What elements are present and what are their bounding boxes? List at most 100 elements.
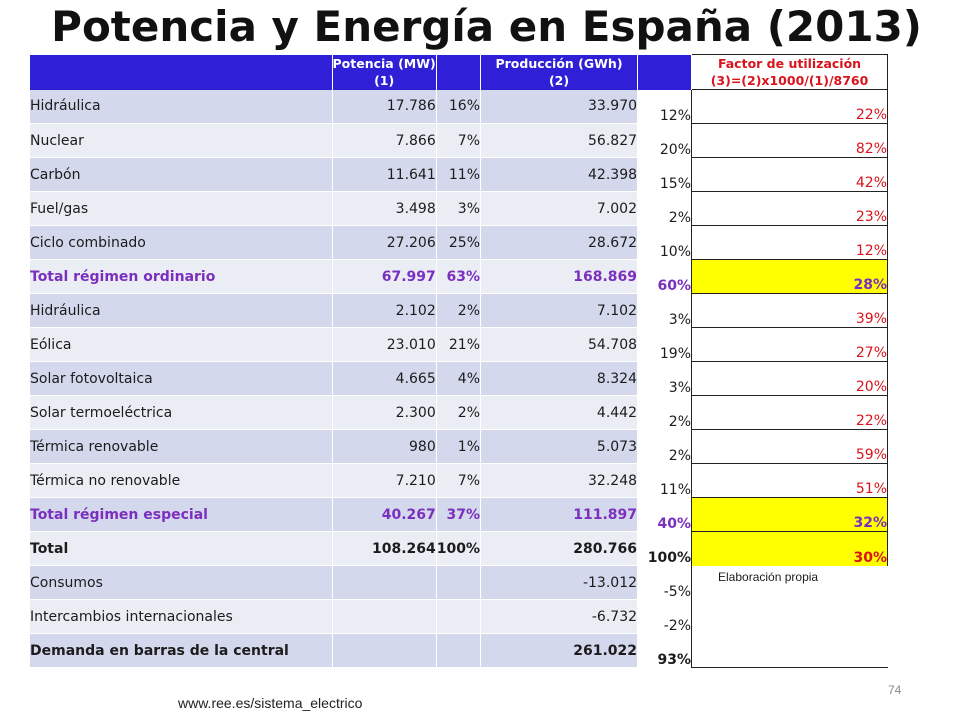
row-potencia-mw: 11.641 xyxy=(332,157,437,192)
table-row: Nuclear 7.866 7% 56.827 20% 82% xyxy=(30,123,889,158)
row-factor-utilizacion: 30% xyxy=(691,531,889,566)
row-potencia-mw: 108.264 xyxy=(332,531,437,566)
header-factor-line2: (3)=(2)x1000/(1)/8760 xyxy=(710,73,869,88)
table-row: Fuel/gas 3.498 3% 7.002 2% 23% xyxy=(30,191,889,226)
row-factor-utilizacion: 27% xyxy=(691,327,889,362)
row-potencia-mw: 7.210 xyxy=(332,463,437,498)
row-produccion-gwh: 32.248 xyxy=(480,463,639,498)
row-produccion-pct: 2% xyxy=(637,429,692,464)
table-row: Térmica renovable 980 1% 5.073 2% 59% xyxy=(30,429,889,464)
row-produccion-gwh: 56.827 xyxy=(480,123,639,158)
table-row: Intercambios internacionales -6.732 -2% xyxy=(30,599,888,634)
row-factor-utilizacion: 59% xyxy=(691,429,889,464)
row-produccion-gwh: 54.708 xyxy=(480,327,639,362)
row-potencia-pct: 2% xyxy=(436,395,482,430)
row-label: Eólica xyxy=(30,327,333,362)
row-factor-utilizacion: 39% xyxy=(691,293,889,328)
row-factor-utilizacion: 32% xyxy=(691,497,889,532)
page-number: 74 xyxy=(888,683,902,697)
table-row: Solar termoeléctrica 2.300 2% 4.442 2% 22% xyxy=(30,395,889,430)
row-factor-utilizacion: 82% xyxy=(691,123,889,158)
table-row: Hidráulica 17.786 16% 33.970 12% 22% xyxy=(30,89,889,124)
row-produccion-pct: 3% xyxy=(637,293,692,328)
row-factor-utilizacion: 28% xyxy=(691,259,889,294)
row-label: Total xyxy=(30,531,333,566)
row-produccion-pct: 3% xyxy=(637,361,692,396)
table-row: Consumos -13.012 -5% Elaboración propia xyxy=(30,565,888,600)
row-potencia-mw xyxy=(332,565,437,600)
header-potencia-line2: (1) xyxy=(374,72,395,88)
row-produccion-gwh: 111.897 xyxy=(480,497,639,532)
row-label: Hidráulica xyxy=(30,293,333,328)
row-produccion-gwh: 280.766 xyxy=(480,531,639,566)
row-produccion-gwh: 261.022 xyxy=(480,633,639,668)
row-label: Total régimen ordinario xyxy=(30,259,333,294)
table-row: Carbón 11.641 11% 42.398 15% 42% xyxy=(30,157,889,192)
row-potencia-mw: 4.665 xyxy=(332,361,437,396)
row-factor-utilizacion: 22% xyxy=(691,89,889,124)
row-potencia-pct xyxy=(436,633,482,668)
note-elaboracion: Elaboración propia xyxy=(691,565,888,600)
row-produccion-gwh: 7.002 xyxy=(480,191,639,226)
empty-note-cell xyxy=(691,633,888,668)
row-produccion-pct: 19% xyxy=(637,327,692,362)
row-label: Ciclo combinado xyxy=(30,225,333,260)
header-potencia-pct xyxy=(436,54,482,90)
row-label: Fuel/gas xyxy=(30,191,333,226)
row-potencia-mw: 7.866 xyxy=(332,123,437,158)
row-produccion-pct: -2% xyxy=(637,599,692,634)
row-potencia-mw: 2.300 xyxy=(332,395,437,430)
row-produccion-pct: -5% xyxy=(637,565,692,600)
row-label: Demanda en barras de la central xyxy=(30,633,333,668)
header-potencia: Potencia (MW) (1) xyxy=(332,54,437,90)
row-label: Consumos xyxy=(30,565,333,600)
row-potencia-pct: 3% xyxy=(436,191,482,226)
table-row: Demanda en barras de la central 261.022 93… xyxy=(30,633,888,668)
row-potencia-mw: 980 xyxy=(332,429,437,464)
row-potencia-pct: 16% xyxy=(436,89,482,124)
row-potencia-pct: 4% xyxy=(436,361,482,396)
row-produccion-gwh: -13.012 xyxy=(480,565,639,600)
row-label: Térmica renovable xyxy=(30,429,333,464)
row-produccion-pct: 93% xyxy=(637,633,692,668)
row-produccion-pct: 60% xyxy=(637,259,692,294)
table-row: Total régimen ordinario 67.997 63% 168.869 6… xyxy=(30,259,889,294)
row-produccion-gwh: 5.073 xyxy=(480,429,639,464)
row-factor-utilizacion: 20% xyxy=(691,361,889,396)
row-label: Carbón xyxy=(30,157,333,192)
row-produccion-gwh: 8.324 xyxy=(480,361,639,396)
row-label: Total régimen especial xyxy=(30,497,333,532)
row-produccion-gwh: 7.102 xyxy=(480,293,639,328)
energy-table: Potencia (MW) (1) Producción (GWh) (2) F… xyxy=(30,54,889,668)
row-potencia-mw xyxy=(332,599,437,634)
row-label: Intercambios internacionales xyxy=(30,599,333,634)
row-potencia-pct: 2% xyxy=(436,293,482,328)
row-produccion-pct: 15% xyxy=(637,157,692,192)
row-label: Nuclear xyxy=(30,123,333,158)
row-produccion-gwh: 4.442 xyxy=(480,395,639,430)
row-factor-utilizacion: 51% xyxy=(691,463,889,498)
row-produccion-gwh: 168.869 xyxy=(480,259,639,294)
row-produccion-gwh: 33.970 xyxy=(480,89,639,124)
row-factor-utilizacion: 12% xyxy=(691,225,889,260)
table-row: Solar fotovoltaica 4.665 4% 8.324 3% 20% xyxy=(30,361,889,396)
row-potencia-mw: 2.102 xyxy=(332,293,437,328)
row-produccion-pct: 100% xyxy=(637,531,692,566)
row-potencia-mw: 40.267 xyxy=(332,497,437,532)
header-produccion: Producción (GWh) (2) xyxy=(480,54,639,90)
row-potencia-pct xyxy=(436,565,482,600)
row-produccion-pct: 12% xyxy=(637,89,692,124)
row-label: Solar fotovoltaica xyxy=(30,361,333,396)
table-row: Eólica 23.010 21% 54.708 19% 27% xyxy=(30,327,889,362)
row-potencia-mw: 27.206 xyxy=(332,225,437,260)
row-produccion-pct: 10% xyxy=(637,225,692,260)
row-produccion-gwh: 28.672 xyxy=(480,225,639,260)
row-factor-utilizacion: 42% xyxy=(691,157,889,192)
slide-title: Potencia y Energía en España (2013) xyxy=(51,2,922,51)
table-row: Hidráulica 2.102 2% 7.102 3% 39% xyxy=(30,293,889,328)
row-potencia-mw: 3.498 xyxy=(332,191,437,226)
header-factor: Factor de utilización (3)=(2)x1000/(1)/8… xyxy=(691,54,889,90)
header-factor-line1: Factor de utilización xyxy=(717,56,862,71)
row-produccion-pct: 20% xyxy=(637,123,692,158)
row-factor-utilizacion: 22% xyxy=(691,395,889,430)
